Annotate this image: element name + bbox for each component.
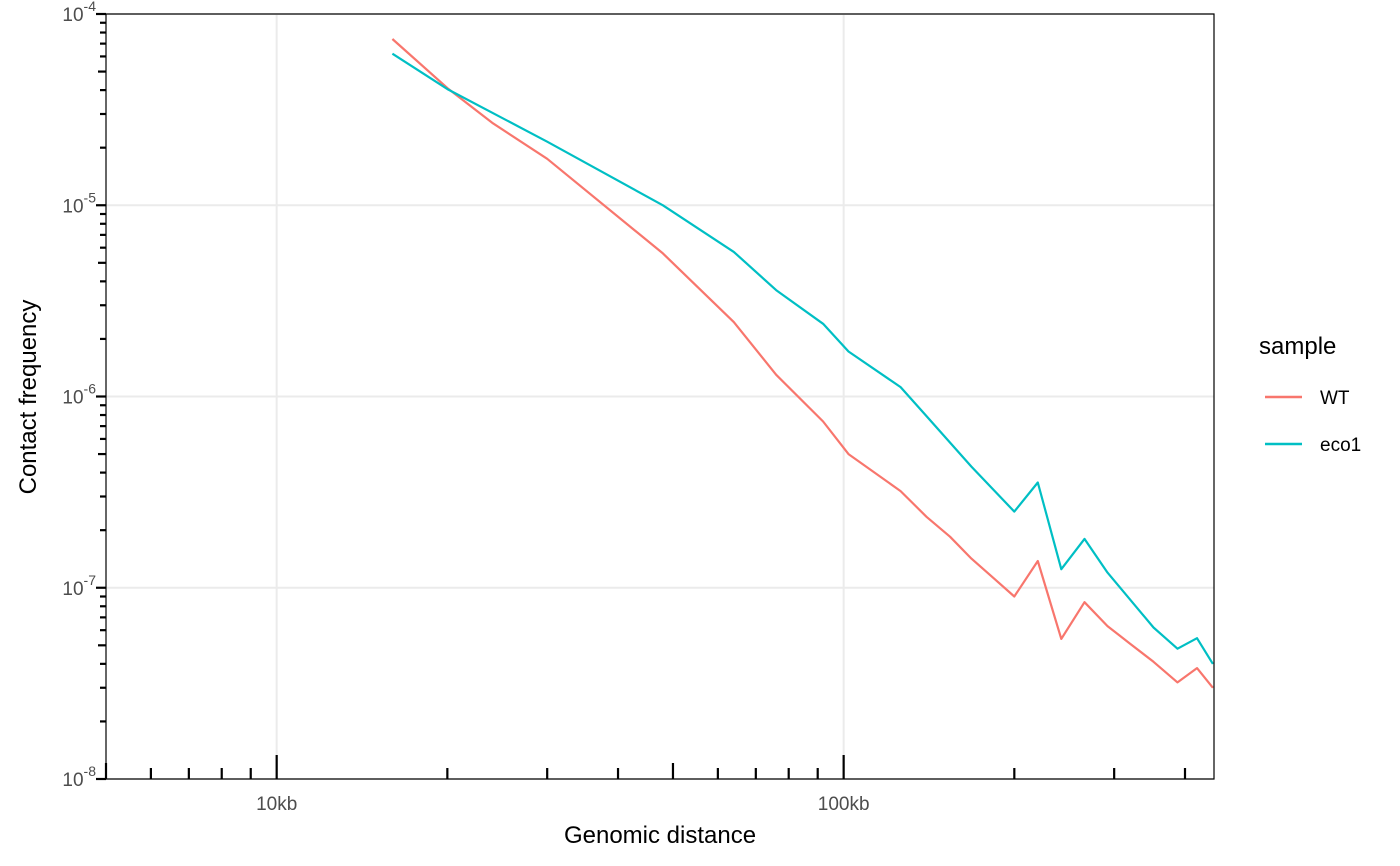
legend-label-eco1: eco1	[1320, 435, 1361, 456]
y-tick-label: 10-6	[62, 381, 96, 409]
y-tick-label: 10-8	[62, 763, 96, 791]
y-tick-label: 10-4	[62, 0, 96, 26]
series-line-wt	[391, 38, 1214, 689]
legend-label-wt: WT	[1320, 388, 1350, 409]
x-tick-label: 100kb	[818, 794, 870, 815]
legend: sample WT eco1	[1259, 333, 1361, 456]
legend-title: sample	[1259, 333, 1336, 360]
axes: 10-8 10-7 10-6 10-5 10-4 10kb 100kb	[62, 0, 1187, 815]
series-lines	[391, 38, 1214, 689]
x-axis-title: Genomic distance	[564, 822, 756, 849]
y-tick-label: 10-7	[62, 572, 96, 600]
series-line-eco1	[391, 52, 1214, 665]
x-tick-label: 10kb	[256, 794, 297, 815]
y-axis-title: Contact frequency	[15, 300, 42, 495]
y-tick-label: 10-5	[62, 189, 96, 217]
